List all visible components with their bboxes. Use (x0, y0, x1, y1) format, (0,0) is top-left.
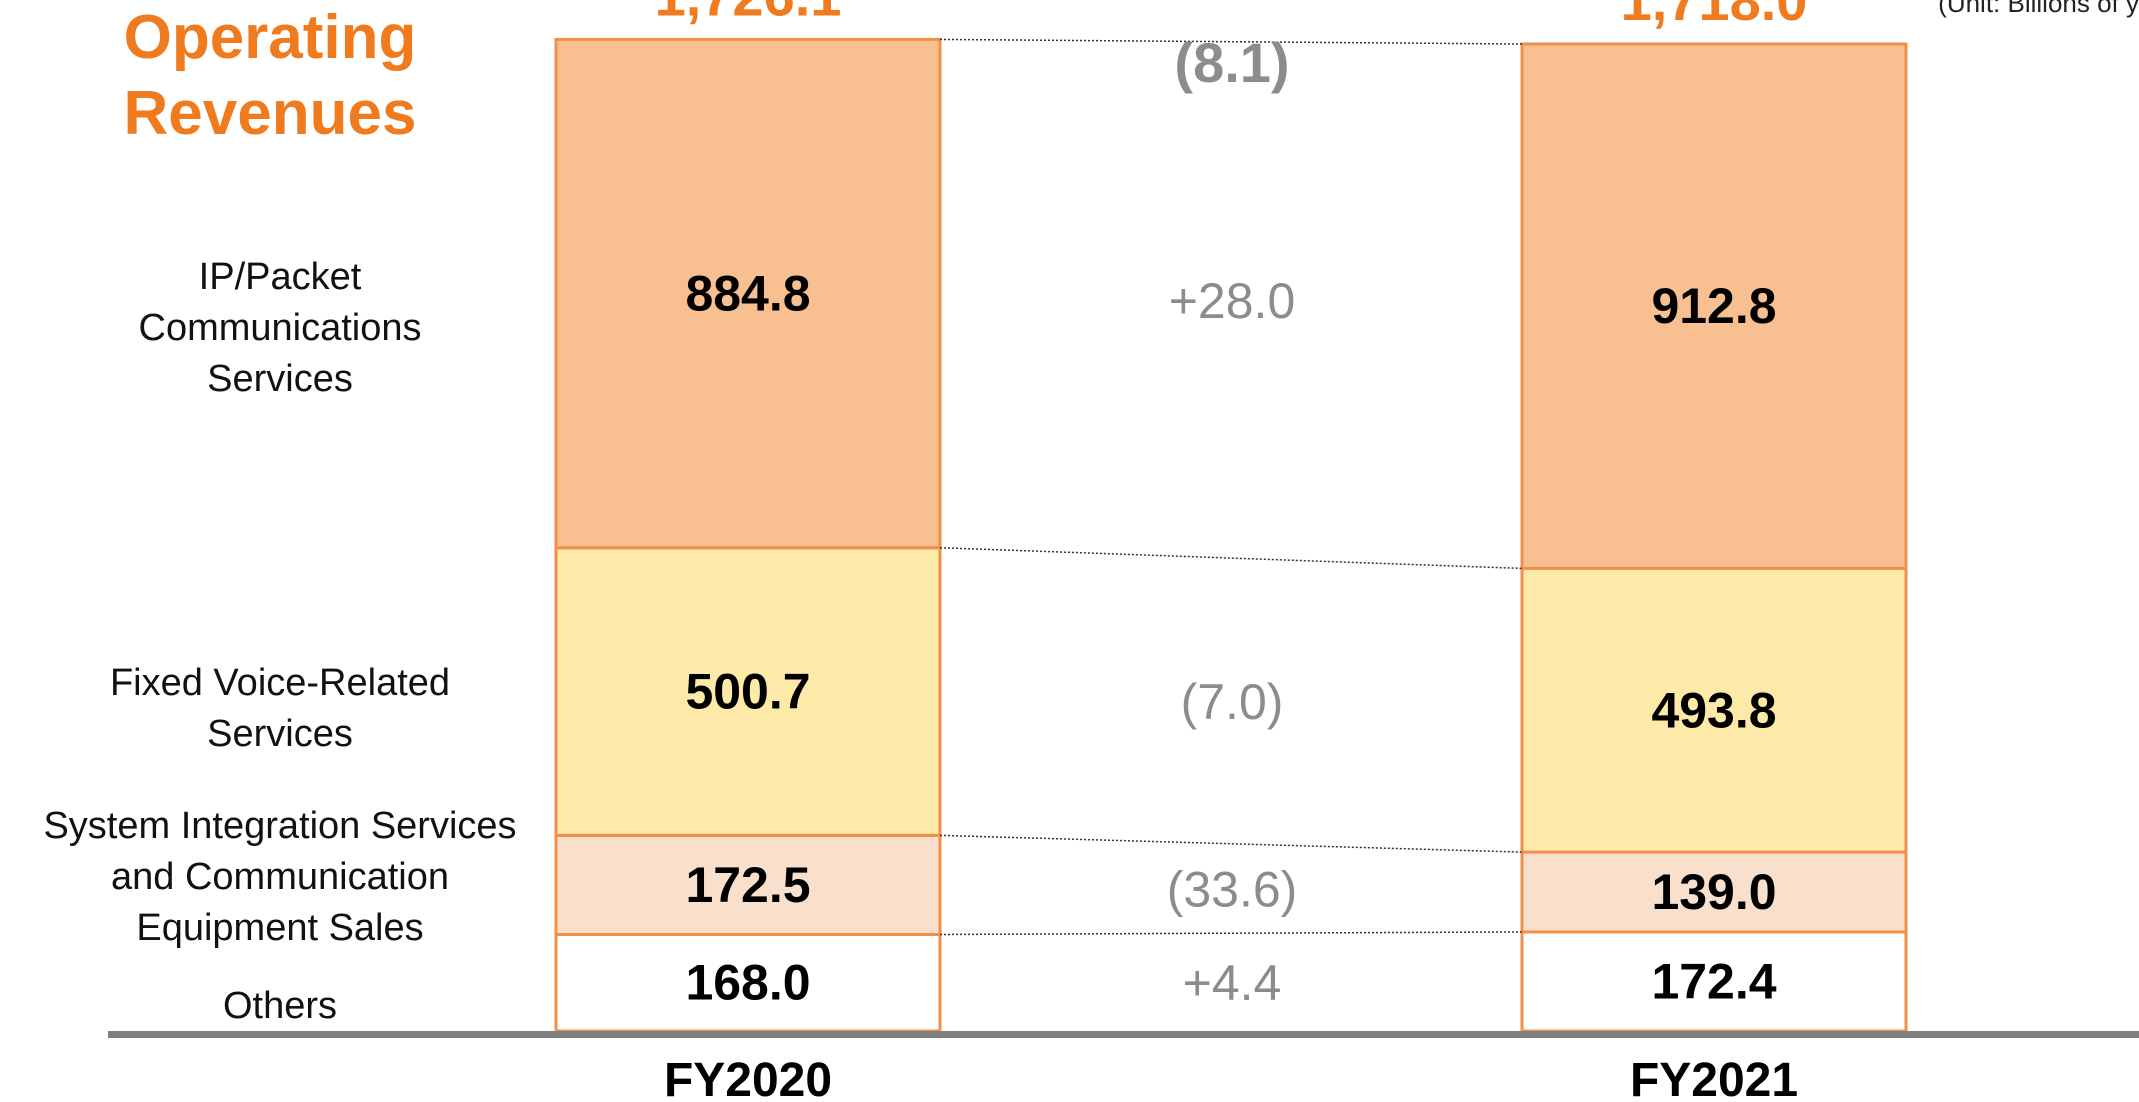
change-label-system-integration-services-and-communication-equipment-sales: (33.6) (1167, 861, 1298, 917)
value-label-fixed-voice-related-services-fy2020: 500.7 (685, 664, 810, 720)
x-tick-label-fy2020: FY2020 (664, 1054, 832, 1102)
total-label-fy2021: 1,718.0 (1621, 0, 1808, 32)
connector-line-system-integration-services-and-communication-equipment-sales (940, 835, 1522, 852)
value-label-others-fy2021: 172.4 (1651, 953, 1776, 1009)
value-label-ip-packet-communications-services-fy2020: 884.8 (685, 266, 810, 322)
total-change-label: (8.1) (1174, 31, 1289, 94)
connector-line-fixed-voice-related-services (940, 548, 1522, 569)
x-tick-label-fy2021: FY2021 (1630, 1054, 1798, 1102)
value-label-fixed-voice-related-services-fy2021: 493.8 (1651, 682, 1776, 738)
change-label-others: +4.4 (1183, 955, 1282, 1011)
value-label-system-integration-services-and-communication-equipment-sales-fy2020: 172.5 (685, 857, 810, 913)
change-label-fixed-voice-related-services: (7.0) (1181, 674, 1284, 730)
x-axis-baseline (108, 1031, 2139, 1038)
change-label-ip-packet-communications-services: +28.0 (1169, 273, 1296, 329)
value-label-system-integration-services-and-communication-equipment-sales-fy2021: 139.0 (1651, 864, 1776, 920)
connector-line-others (940, 932, 1522, 935)
total-label-fy2020: 1,726.1 (655, 0, 842, 27)
value-label-others-fy2020: 168.0 (685, 955, 810, 1011)
value-label-ip-packet-communications-services-fy2021: 912.8 (1651, 278, 1776, 334)
